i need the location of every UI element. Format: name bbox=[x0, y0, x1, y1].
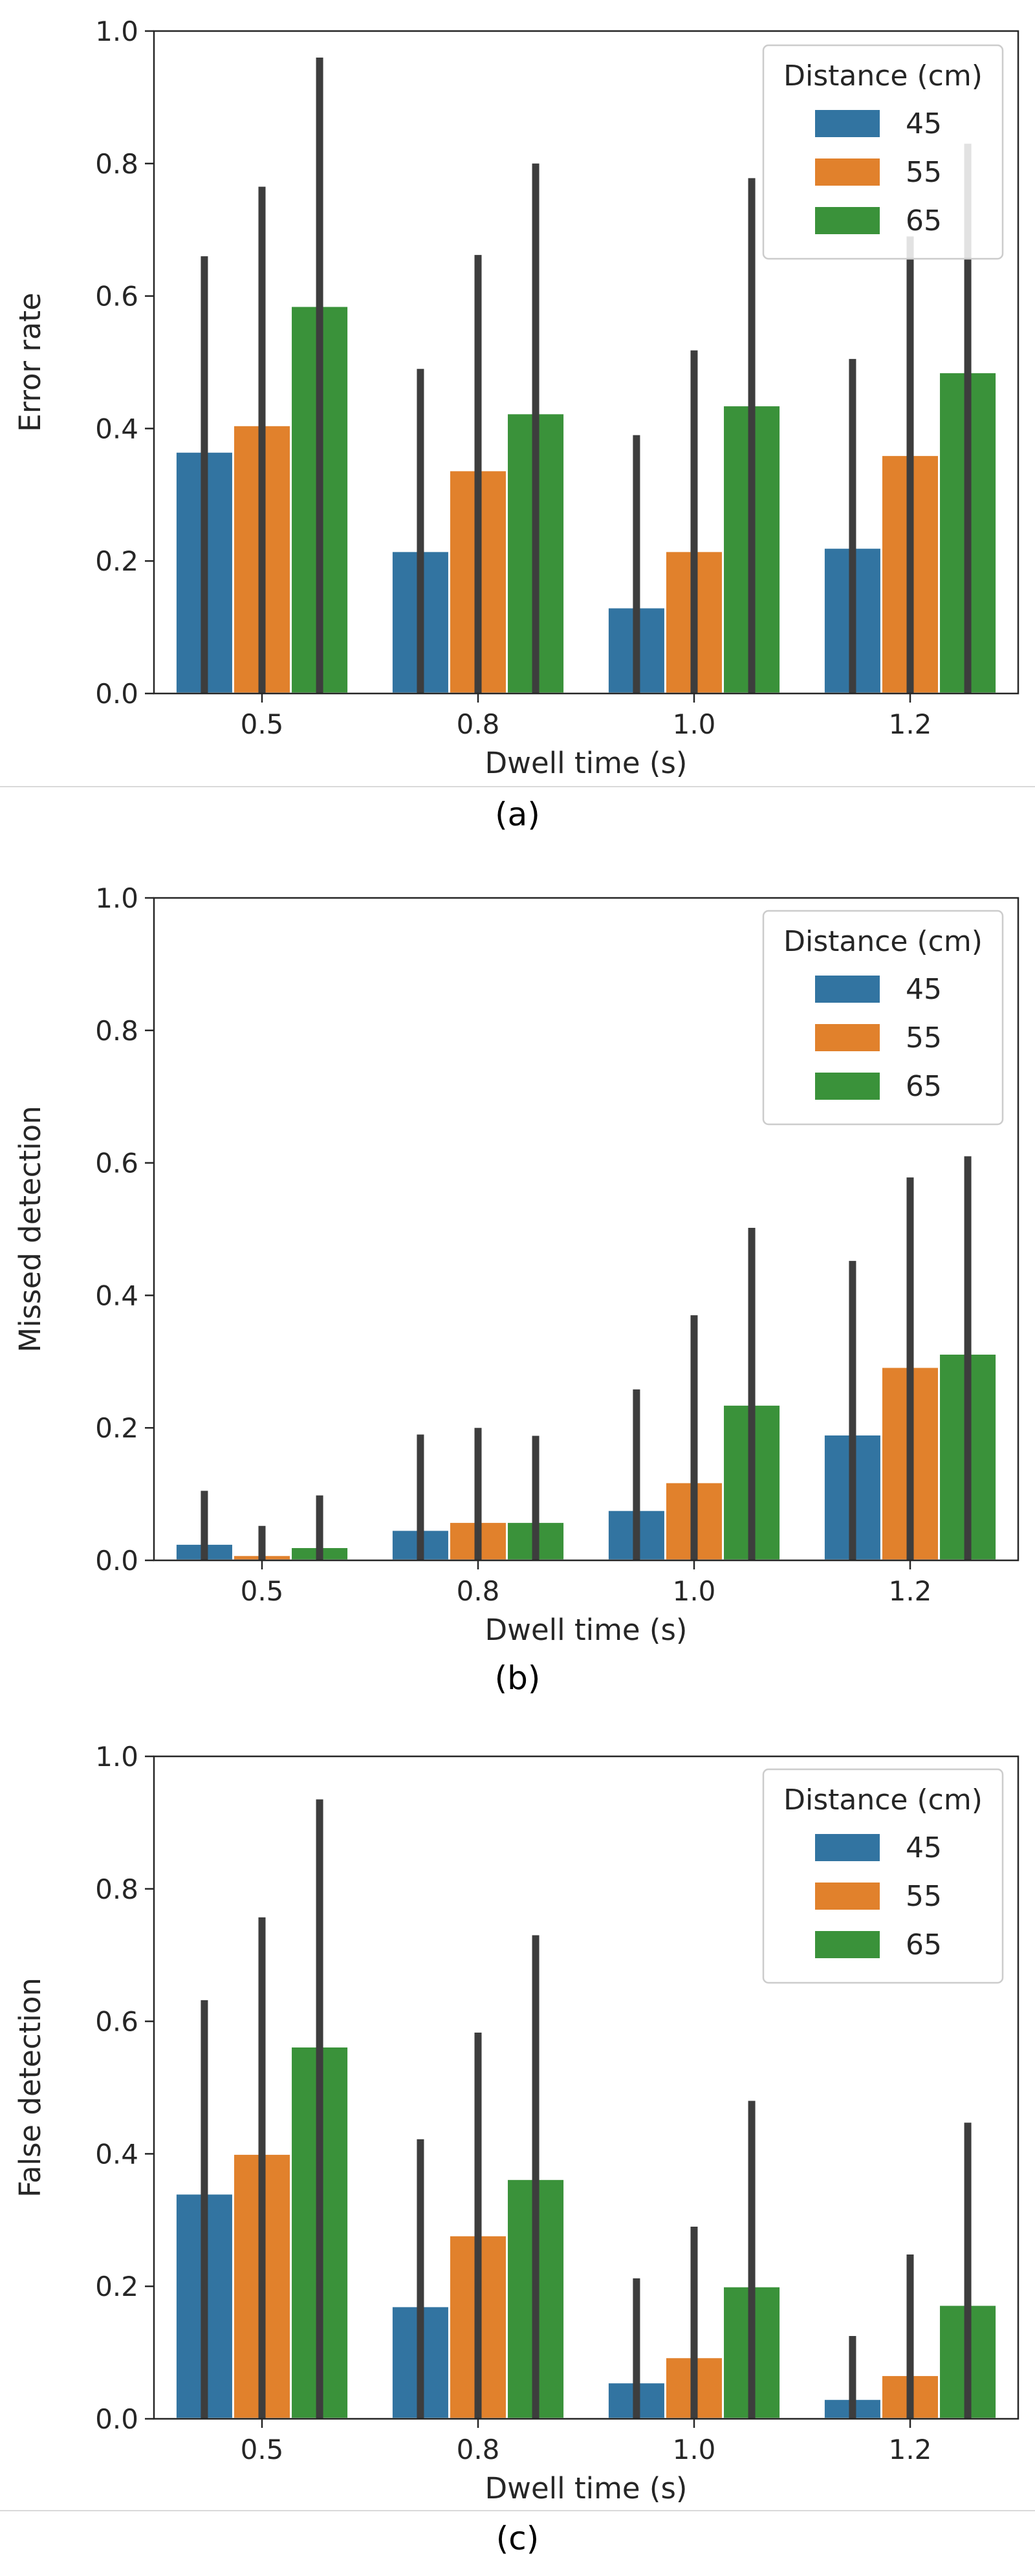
x-tick-label: 0.8 bbox=[457, 708, 500, 740]
x-tick-label: 0.8 bbox=[457, 1575, 500, 1607]
divider-c bbox=[0, 2510, 1035, 2511]
legend-title: Distance (cm) bbox=[783, 925, 983, 958]
y-tick-label: 0.4 bbox=[95, 2138, 138, 2170]
y-tick-label: 0.8 bbox=[95, 1873, 138, 1905]
legend-label-55: 55 bbox=[906, 1880, 942, 1913]
missed-detection-chart: 0.0 0.2 0.4 0.6 0.8 1.0 0.5 0.8 1.0 1.2 Dwell time… bbox=[13, 882, 1019, 1647]
chart-panel-c: 0.0 0.2 0.4 0.6 0.8 1.0 0.5 0.8 1.0 1.2 Dwell time… bbox=[0, 1705, 1035, 2520]
chart-panel-b: 0.0 0.2 0.4 0.6 0.8 1.0 0.5 0.8 1.0 1.2 Dwell time… bbox=[0, 841, 1035, 1682]
legend-swatch-55 bbox=[815, 1024, 880, 1051]
x-tick-label: 1.0 bbox=[673, 708, 716, 740]
x-axis-label: Dwell time (s) bbox=[485, 1613, 688, 1647]
legend-swatch-65 bbox=[815, 207, 880, 234]
y-tick-label: 1.0 bbox=[95, 882, 138, 914]
caption-a: (a) bbox=[495, 796, 540, 833]
legend-label-65: 65 bbox=[906, 1928, 942, 1961]
plot-frame bbox=[153, 30, 1019, 695]
legend-box bbox=[762, 1768, 1004, 1984]
x-tick-label: 1.0 bbox=[673, 1575, 716, 1607]
y-axis-label: Error rate bbox=[13, 292, 47, 431]
y-tick-label: 0.2 bbox=[95, 2271, 138, 2302]
y-axis-label: False detection bbox=[13, 1978, 47, 2198]
x-axis-label: Dwell time (s) bbox=[485, 2471, 688, 2505]
chart-panel-a: 0.0 0.2 0.4 0.6 0.8 1.0 0.5 0.8 1.0 1.2 Dwell time… bbox=[0, 0, 1035, 786]
y-tick-label: 0.8 bbox=[95, 1015, 138, 1047]
y-tick-label: 0.0 bbox=[95, 2403, 138, 2435]
y-tick-label: 0.0 bbox=[95, 1545, 138, 1577]
error-rate-chart: 0.0 0.2 0.4 0.6 0.8 1.0 0.5 0.8 1.0 1.2 Dwell time… bbox=[13, 16, 1019, 780]
legend-swatch-45 bbox=[815, 1834, 880, 1861]
y-tick-label: 1.0 bbox=[95, 1741, 138, 1773]
legend-title: Distance (cm) bbox=[783, 60, 983, 93]
legend-label-55: 55 bbox=[906, 1021, 942, 1054]
y-tick-label: 1.0 bbox=[95, 16, 138, 47]
x-tick-label: 0.5 bbox=[241, 708, 284, 740]
x-tick-label: 0.5 bbox=[241, 2434, 284, 2465]
x-tick-label: 0.8 bbox=[457, 2434, 500, 2465]
legend-swatch-65 bbox=[815, 1073, 880, 1100]
y-axis-label: Missed detection bbox=[13, 1106, 47, 1352]
x-tick-label: 1.2 bbox=[889, 2434, 932, 2465]
caption-b: (b) bbox=[494, 1659, 541, 1697]
y-tick-label: 0.6 bbox=[95, 281, 138, 312]
legend-swatch-45 bbox=[815, 976, 880, 1003]
legend-swatch-55 bbox=[815, 1883, 880, 1910]
legend-label-45: 45 bbox=[906, 973, 942, 1006]
legend-box bbox=[762, 910, 1004, 1126]
plot-frame bbox=[153, 897, 1019, 1562]
y-tick-label: 0.2 bbox=[95, 545, 138, 577]
y-tick-label: 0.8 bbox=[95, 148, 138, 180]
legend-label-45: 45 bbox=[906, 1831, 942, 1864]
legend-label-55: 55 bbox=[906, 156, 942, 189]
y-tick-label: 0.6 bbox=[95, 1148, 138, 1179]
y-tick-label: 0.2 bbox=[95, 1412, 138, 1444]
legend-swatch-65 bbox=[815, 1931, 880, 1958]
y-tick-label: 0.6 bbox=[95, 2006, 138, 2038]
divider-a bbox=[0, 786, 1035, 787]
x-axis-label: Dwell time (s) bbox=[485, 746, 688, 780]
x-tick-label: 1.2 bbox=[889, 708, 932, 740]
legend-swatch-45 bbox=[815, 110, 880, 137]
x-tick-label: 0.5 bbox=[241, 1575, 284, 1607]
y-tick-label: 0.4 bbox=[95, 413, 138, 444]
legend-label-65: 65 bbox=[906, 204, 942, 237]
caption-c: (c) bbox=[496, 2520, 539, 2557]
x-tick-label: 1.2 bbox=[889, 1575, 932, 1607]
y-tick-label: 0.4 bbox=[95, 1280, 138, 1311]
legend-title: Distance (cm) bbox=[783, 1784, 983, 1817]
false-detection-chart: 0.0 0.2 0.4 0.6 0.8 1.0 0.5 0.8 1.0 1.2 Dwell time… bbox=[13, 1741, 1019, 2505]
legend-box bbox=[762, 44, 1004, 260]
legend-label-45: 45 bbox=[906, 107, 942, 140]
x-tick-label: 1.0 bbox=[673, 2434, 716, 2465]
y-tick-label: 0.0 bbox=[95, 678, 138, 710]
legend-swatch-55 bbox=[815, 158, 880, 186]
legend-label-65: 65 bbox=[906, 1070, 942, 1103]
plot-frame bbox=[153, 1755, 1019, 2420]
